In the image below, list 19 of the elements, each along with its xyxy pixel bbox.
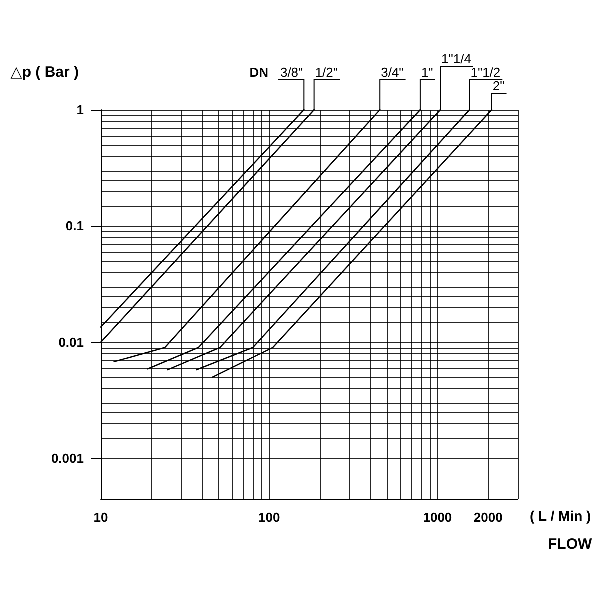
legend-title: DN bbox=[250, 65, 268, 80]
y-tick-label: 0.001 bbox=[51, 451, 84, 466]
y-axis-title: △p ( Bar ) bbox=[10, 64, 80, 81]
series-label: 2" bbox=[492, 78, 506, 94]
y-tick-label: 0.01 bbox=[58, 334, 84, 350]
x-tick-label: 10 bbox=[94, 510, 108, 525]
text: 1" bbox=[421, 65, 434, 80]
x-tick-label: 2000 bbox=[474, 510, 503, 525]
y-tick-label: 1 bbox=[76, 102, 84, 118]
text: ( L / Min ) bbox=[530, 508, 592, 524]
text: 1"1/2 bbox=[470, 65, 501, 80]
text: 3/4" bbox=[381, 65, 404, 80]
x-axis-title: FLOW bbox=[548, 536, 593, 553]
y-tick-label: 0.1 bbox=[66, 218, 84, 234]
x-tick-label: 1000 bbox=[423, 510, 452, 525]
text: 3/8" bbox=[280, 65, 304, 80]
text: 1"1/4 bbox=[442, 52, 472, 66]
text: 1/2" bbox=[315, 65, 338, 80]
x-tick-label: 100 bbox=[258, 510, 280, 525]
